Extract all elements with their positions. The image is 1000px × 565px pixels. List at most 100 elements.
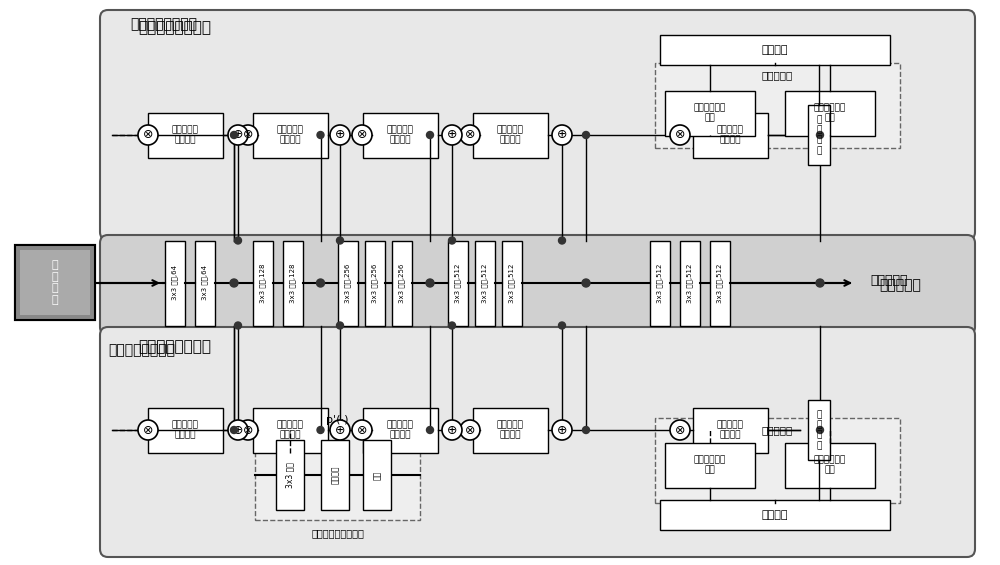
Text: ⊗: ⊗ — [243, 128, 253, 141]
Circle shape — [234, 237, 242, 244]
Bar — [475, 241, 495, 325]
Bar — [15, 245, 95, 320]
Circle shape — [448, 237, 456, 244]
Bar — [785, 90, 875, 136]
Bar — [20, 250, 90, 315]
Bar — [680, 241, 700, 325]
FancyBboxPatch shape — [100, 10, 975, 240]
Bar — [808, 105, 830, 165]
Bar — [448, 241, 468, 325]
Text: 特定任务注
意力模块: 特定任务注 意力模块 — [717, 125, 743, 145]
Bar — [252, 407, 328, 453]
Text: 多特征软对齐
模块: 多特征软对齐 模块 — [814, 455, 846, 475]
Text: ⊗: ⊗ — [465, 128, 475, 141]
Circle shape — [552, 420, 572, 440]
Bar — [195, 241, 215, 325]
Circle shape — [426, 427, 434, 433]
Text: 特定任务注
意力模块: 特定任务注 意力模块 — [277, 420, 303, 440]
Circle shape — [426, 279, 434, 287]
Circle shape — [816, 279, 824, 287]
Text: ⊕: ⊕ — [557, 424, 567, 437]
Bar — [665, 442, 755, 488]
Text: 批归一化: 批归一化 — [330, 466, 340, 484]
Bar — [148, 112, 222, 158]
Circle shape — [670, 420, 690, 440]
Text: 3x3 卷积,512: 3x3 卷积,512 — [657, 263, 663, 303]
Circle shape — [460, 420, 480, 440]
Bar — [338, 241, 358, 325]
Text: 3x3 卷积,64: 3x3 卷积,64 — [172, 266, 178, 301]
Circle shape — [336, 322, 344, 329]
Text: 特定任务注
意力模块: 特定任务注 意力模块 — [497, 420, 523, 440]
Text: 3x3 卷积,512: 3x3 卷积,512 — [717, 263, 723, 303]
Text: 部分属性组子网络: 部分属性组子网络 — [138, 20, 212, 35]
Bar — [660, 500, 890, 530]
Text: 多特征软对齐
模块: 多特征软对齐 模块 — [694, 455, 726, 475]
Bar — [321, 440, 349, 510]
Circle shape — [317, 427, 324, 433]
Circle shape — [234, 322, 242, 329]
Bar — [655, 418, 900, 502]
Text: 3x3 卷积,128: 3x3 卷积,128 — [260, 263, 266, 303]
Circle shape — [138, 420, 158, 440]
Text: p'(·): p'(·) — [326, 415, 349, 425]
Text: 多特征软对齐
模块: 多特征软对齐 模块 — [694, 103, 726, 123]
Text: 特定任务注
意力模块: 特定任务注 意力模块 — [717, 420, 743, 440]
Bar — [665, 90, 755, 136]
Circle shape — [558, 237, 566, 244]
Text: 损
失
函
数: 损 失 函 数 — [816, 410, 822, 450]
Text: 3x3 卷积: 3x3 卷积 — [286, 462, 294, 488]
Circle shape — [228, 420, 248, 440]
Bar — [362, 112, 438, 158]
Circle shape — [230, 279, 238, 287]
Text: 特定任务注
意力模块: 特定任务注 意力模块 — [277, 125, 303, 145]
Circle shape — [230, 132, 238, 138]
Bar — [392, 241, 412, 325]
Text: ⊕: ⊕ — [557, 128, 567, 141]
Circle shape — [352, 420, 372, 440]
Text: 损
失
函
数: 损 失 函 数 — [816, 115, 822, 155]
Bar — [276, 440, 304, 510]
Circle shape — [582, 132, 590, 138]
Bar — [365, 241, 385, 325]
Text: ⊗: ⊗ — [243, 424, 253, 437]
Circle shape — [582, 427, 590, 433]
Circle shape — [460, 125, 480, 145]
Bar — [362, 407, 438, 453]
Bar — [785, 442, 875, 488]
Text: 全连接层: 全连接层 — [762, 45, 788, 55]
Text: ⊕: ⊕ — [233, 424, 243, 437]
Bar — [473, 112, 548, 158]
Circle shape — [442, 125, 462, 145]
Circle shape — [230, 427, 238, 433]
Text: ⊗: ⊗ — [465, 424, 475, 437]
Bar — [502, 241, 522, 325]
Bar — [255, 430, 420, 520]
Bar — [650, 241, 670, 325]
Text: ⊕: ⊕ — [447, 128, 457, 141]
Circle shape — [558, 322, 566, 329]
Bar — [660, 35, 890, 65]
Bar — [655, 63, 900, 147]
Text: 共享子网络: 共享子网络 — [870, 273, 908, 286]
Bar — [165, 241, 185, 325]
Circle shape — [238, 420, 258, 440]
Text: 整体属性组子网络: 整体属性组子网络 — [138, 339, 212, 354]
Text: 整体属性组子网络: 整体属性组子网络 — [108, 343, 175, 357]
Text: 特定任务注
意力模块: 特定任务注 意力模块 — [387, 420, 413, 440]
Text: 注意力机制: 注意力机制 — [762, 425, 793, 436]
FancyBboxPatch shape — [100, 235, 975, 335]
Circle shape — [228, 125, 248, 145]
Text: 注意力机制: 注意力机制 — [762, 71, 793, 80]
Circle shape — [552, 125, 572, 145]
Text: 部分属性组子网络: 部分属性组子网络 — [130, 17, 197, 31]
FancyBboxPatch shape — [100, 327, 975, 557]
Circle shape — [816, 132, 824, 138]
Circle shape — [816, 427, 824, 433]
Circle shape — [238, 125, 258, 145]
Bar — [15, 245, 95, 320]
Bar — [363, 440, 391, 510]
Text: 特定任务注
意力模块: 特定任务注 意力模块 — [497, 125, 523, 145]
Circle shape — [582, 279, 590, 287]
Circle shape — [352, 125, 372, 145]
